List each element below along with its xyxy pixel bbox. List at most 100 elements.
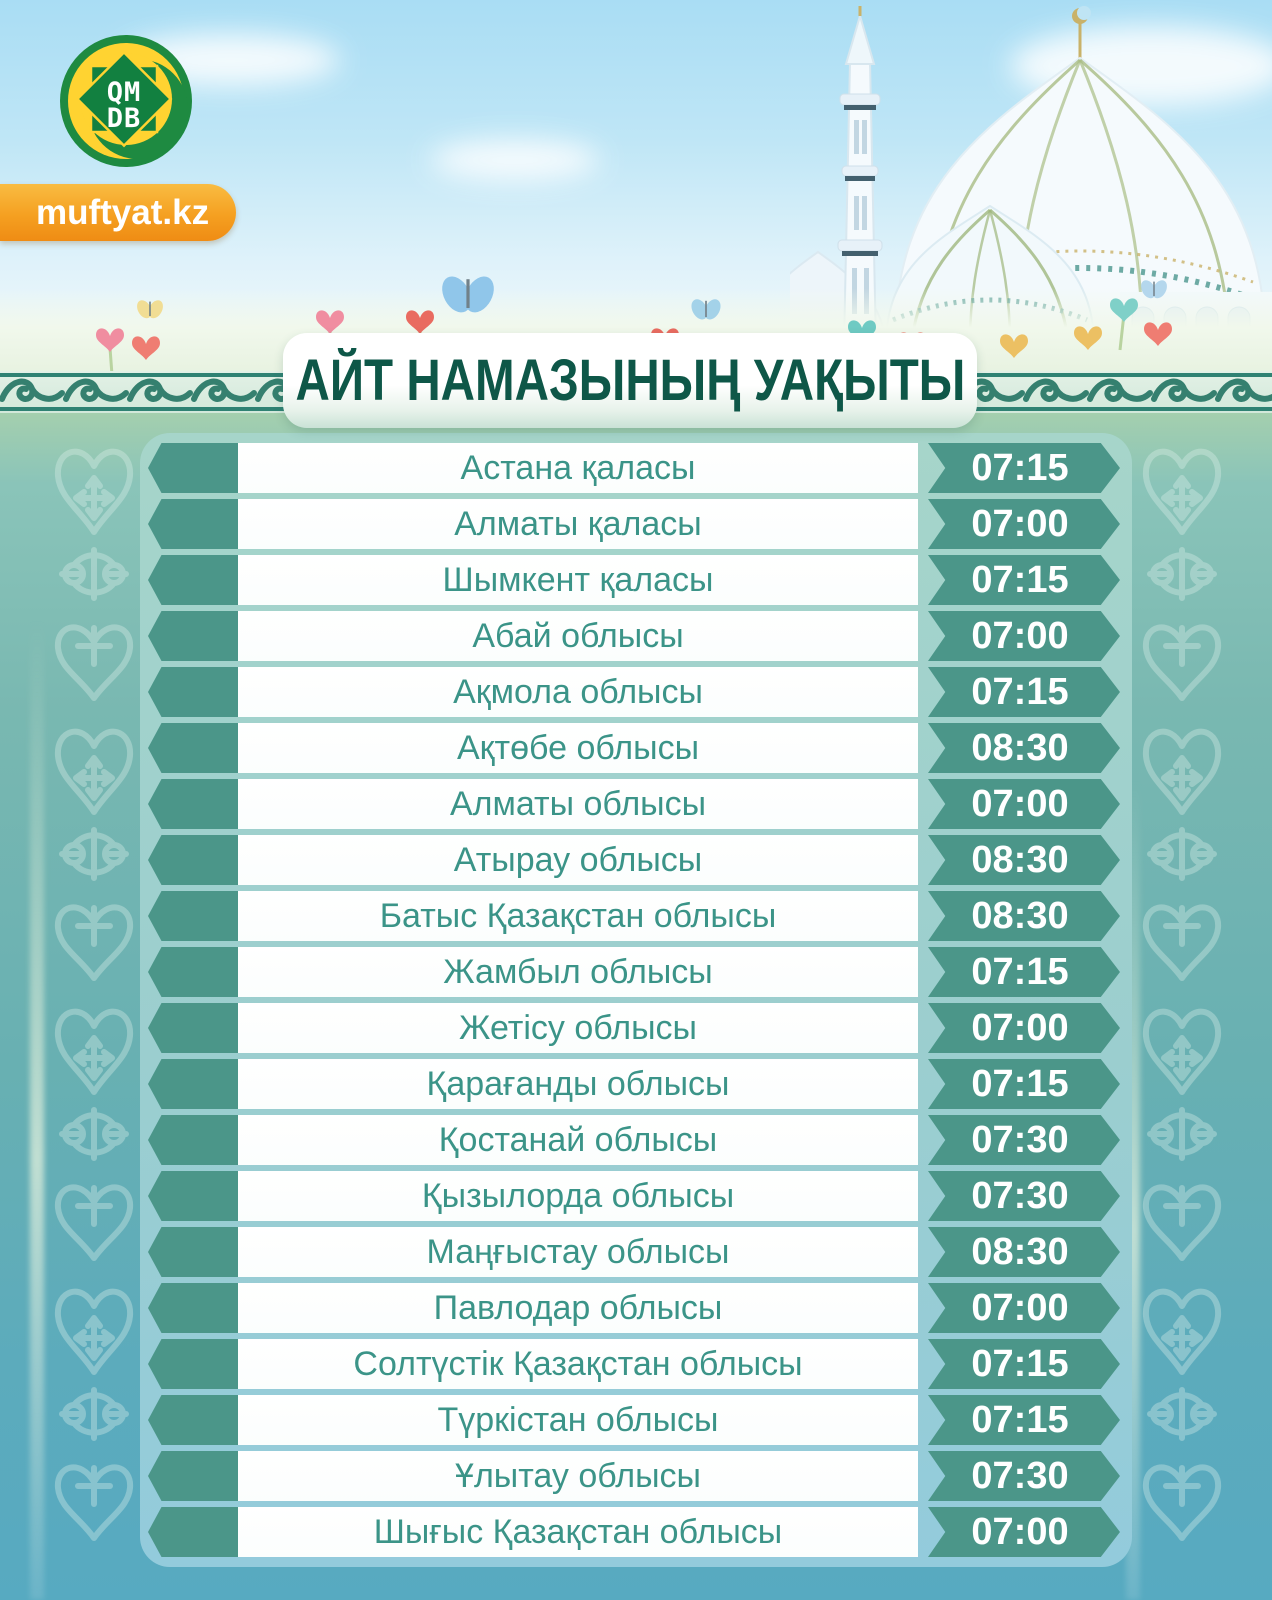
row-gap bbox=[918, 1451, 928, 1501]
region-name-bar: Жетісу облысы bbox=[238, 1003, 918, 1053]
row-cap bbox=[148, 499, 238, 549]
table-row: Ақмола облысы 07:15 bbox=[148, 667, 1120, 717]
region-name-bar: Шығыс Қазақстан облысы bbox=[238, 1507, 918, 1557]
table-row: Маңғыстау облысы 08:30 bbox=[148, 1227, 1120, 1277]
region-name-bar: Маңғыстау облысы bbox=[238, 1227, 918, 1277]
time-badge: 07:15 bbox=[928, 443, 1120, 493]
table-row: Шығыс Қазақстан облысы 07:00 bbox=[148, 1507, 1120, 1557]
region-name: Жамбыл облысы bbox=[443, 952, 713, 991]
site-badge: muftyat.kz bbox=[0, 184, 236, 241]
logo-letters-bottom: DB bbox=[107, 103, 142, 134]
time-badge: 07:00 bbox=[928, 1003, 1120, 1053]
row-cap bbox=[148, 1059, 238, 1109]
row-gap bbox=[918, 1507, 928, 1557]
region-name: Атырау облысы bbox=[453, 840, 703, 879]
region-name-bar: Қарағанды облысы bbox=[238, 1059, 918, 1109]
row-gap bbox=[918, 1115, 928, 1165]
region-name-bar: Ақтөбе облысы bbox=[238, 723, 918, 773]
row-gap bbox=[918, 835, 928, 885]
region-time: 07:00 bbox=[971, 502, 1069, 545]
row-cap bbox=[148, 1507, 238, 1557]
region-name: Шымкент қаласы bbox=[442, 560, 714, 599]
region-time: 07:30 bbox=[971, 1174, 1069, 1217]
table-row: Түркістан облысы 07:15 bbox=[148, 1395, 1120, 1445]
region-name-bar: Алматы қаласы bbox=[238, 499, 918, 549]
butterfly-icon bbox=[434, 270, 502, 319]
row-cap bbox=[148, 947, 238, 997]
time-badge: 07:15 bbox=[928, 667, 1120, 717]
region-name-bar: Қызылорда облысы bbox=[238, 1171, 918, 1221]
table-row: Батыс Қазақстан облысы 08:30 bbox=[148, 891, 1120, 941]
table-row: Астана қаласы 07:15 bbox=[148, 443, 1120, 493]
region-name-bar: Алматы облысы bbox=[238, 779, 918, 829]
region-time: 07:15 bbox=[971, 1342, 1069, 1385]
time-badge: 07:30 bbox=[928, 1171, 1120, 1221]
time-badge: 07:30 bbox=[928, 1115, 1120, 1165]
row-cap bbox=[148, 443, 238, 493]
region-name-bar: Түркістан облысы bbox=[238, 1395, 918, 1445]
region-time: 07:15 bbox=[971, 446, 1069, 489]
prayer-times-panel: Астана қаласы 07:15 Алматы қаласы 07:00 … bbox=[140, 433, 1132, 1567]
row-cap bbox=[148, 1115, 238, 1165]
site-badge-label: muftyat.kz bbox=[36, 192, 210, 232]
light-streak bbox=[30, 620, 44, 1600]
region-name-bar: Солтүстік Қазақстан облысы bbox=[238, 1339, 918, 1389]
table-row: Жетісу облысы 07:00 bbox=[148, 1003, 1120, 1053]
region-time: 07:00 bbox=[971, 1006, 1069, 1049]
region-name: Абай облысы bbox=[472, 616, 684, 655]
butterfly-icon bbox=[133, 296, 167, 322]
time-badge: 07:00 bbox=[928, 1283, 1120, 1333]
region-time: 07:00 bbox=[971, 614, 1069, 657]
row-cap bbox=[148, 779, 238, 829]
region-name-bar: Жамбыл облысы bbox=[238, 947, 918, 997]
time-badge: 07:00 bbox=[928, 611, 1120, 661]
region-name: Солтүстік Қазақстан облысы bbox=[353, 1344, 803, 1383]
table-row: Қызылорда облысы 07:30 bbox=[148, 1171, 1120, 1221]
row-cap bbox=[148, 1003, 238, 1053]
prayer-times-list: Астана қаласы 07:15 Алматы қаласы 07:00 … bbox=[148, 443, 1120, 1557]
side-ornament-left bbox=[52, 446, 136, 1566]
time-badge: 07:15 bbox=[928, 1059, 1120, 1109]
region-name-bar: Павлодар облысы bbox=[238, 1283, 918, 1333]
region-name: Қызылорда облысы bbox=[421, 1176, 735, 1215]
table-row: Алматы облысы 07:00 bbox=[148, 779, 1120, 829]
region-time: 07:00 bbox=[971, 1510, 1069, 1553]
region-name-bar: Ақмола облысы bbox=[238, 667, 918, 717]
region-time: 07:30 bbox=[971, 1118, 1069, 1161]
row-gap bbox=[918, 499, 928, 549]
table-row: Қарағанды облысы 07:15 bbox=[148, 1059, 1120, 1109]
qmdb-logo: QM DB bbox=[60, 35, 192, 167]
row-cap bbox=[148, 723, 238, 773]
region-name: Ақтөбе облысы bbox=[456, 728, 700, 767]
row-gap bbox=[918, 555, 928, 605]
region-name: Ұлытау облысы bbox=[455, 1456, 701, 1495]
table-row: Ұлытау облысы 07:30 bbox=[148, 1451, 1120, 1501]
row-gap bbox=[918, 1339, 928, 1389]
time-badge: 08:30 bbox=[928, 835, 1120, 885]
region-time: 07:00 bbox=[971, 1286, 1069, 1329]
region-name-bar: Атырау облысы bbox=[238, 835, 918, 885]
table-row: Солтүстік Қазақстан облысы 07:15 bbox=[148, 1339, 1120, 1389]
time-badge: 08:30 bbox=[928, 891, 1120, 941]
region-time: 08:30 bbox=[971, 838, 1069, 881]
region-name: Түркістан облысы bbox=[437, 1400, 719, 1439]
table-row: Атырау облысы 08:30 bbox=[148, 835, 1120, 885]
row-cap bbox=[148, 1283, 238, 1333]
title-card: АЙТ НАМАЗЫНЫҢ УАҚЫТЫ bbox=[283, 333, 977, 428]
page-title: АЙТ НАМАЗЫНЫҢ УАҚЫТЫ bbox=[295, 348, 965, 413]
region-name: Шығыс Қазақстан облысы bbox=[373, 1512, 783, 1551]
cloud bbox=[430, 140, 600, 180]
row-gap bbox=[918, 443, 928, 493]
row-cap bbox=[148, 611, 238, 661]
time-badge: 07:15 bbox=[928, 1395, 1120, 1445]
logo-letters-top: QM bbox=[107, 77, 142, 108]
row-gap bbox=[918, 1227, 928, 1277]
time-badge: 08:30 bbox=[928, 1227, 1120, 1277]
region-name: Қостанай облысы bbox=[438, 1120, 718, 1159]
time-badge: 08:30 bbox=[928, 723, 1120, 773]
time-badge: 07:00 bbox=[928, 779, 1120, 829]
region-time: 07:30 bbox=[971, 1454, 1069, 1497]
row-gap bbox=[918, 1283, 928, 1333]
region-time: 07:15 bbox=[971, 670, 1069, 713]
